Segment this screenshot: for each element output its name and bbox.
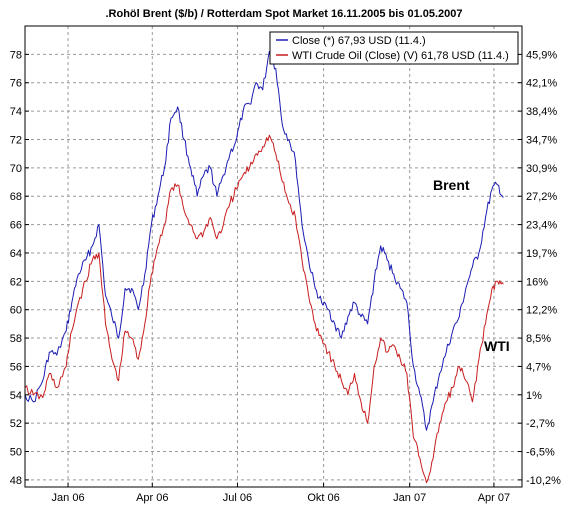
y-tick-label: 70 — [10, 163, 22, 175]
x-tick-label: Jan 06 — [52, 492, 85, 504]
y-tick-label: 60 — [10, 305, 22, 317]
y-tick-label-right: 42,1% — [526, 78, 557, 90]
x-tick-label: Apr 06 — [136, 492, 168, 504]
y-tick-label: 78 — [10, 49, 22, 61]
y-tick-label-right: -10,2% — [526, 475, 561, 487]
y-tick-label: 74 — [10, 106, 22, 118]
y-tick-label: 64 — [10, 248, 22, 260]
y-tick-label-right: 27,2% — [526, 191, 557, 203]
legend-entry-wti: WTI Crude Oil (Close) (V) 61,78 USD (11.… — [292, 50, 509, 62]
annotation-brent: Brent — [433, 177, 470, 193]
axis-ticks: 48 -10,2% 50 -6,5% 52 -2,7% 54 1% 56 4,7% 58 8,5% 60… — [10, 49, 561, 504]
y-tick-label-right: 8,5% — [526, 333, 551, 345]
x-tick-label: Apr 07 — [478, 492, 510, 504]
y-tick-label: 48 — [10, 475, 22, 487]
y-tick-label-right: -2,7% — [526, 418, 555, 430]
y-tick-label-right: -6,5% — [526, 447, 555, 459]
y-tick-label-right: 12,2% — [526, 305, 557, 317]
y-tick-label: 76 — [10, 78, 22, 90]
y-tick-label-right: 16% — [526, 276, 548, 288]
y-tick-label-right: 19,7% — [526, 248, 557, 260]
series-line-wti — [24, 134, 504, 484]
y-tick-label: 66 — [10, 220, 22, 232]
chart-title: .Rohöl Brent ($/b) / Rotterdam Spot Mark… — [105, 8, 462, 20]
y-tick-label: 62 — [10, 276, 22, 288]
plot-area-frame — [24, 25, 523, 488]
x-tick-label: Jul 06 — [223, 492, 252, 504]
x-tick-label: Okt 06 — [307, 492, 339, 504]
legend-entry-brent: Close (*) 67,93 USD (11.4.) — [292, 35, 426, 47]
y-tick-label: 58 — [10, 333, 22, 345]
y-tick-label: 52 — [10, 418, 22, 430]
y-tick-label-right: 34,7% — [526, 134, 557, 146]
y-tick-label: 68 — [10, 191, 22, 203]
y-tick-label: 56 — [10, 361, 22, 373]
y-tick-label: 54 — [10, 390, 22, 402]
y-tick-label-right: 30,9% — [526, 163, 557, 175]
y-tick-label: 50 — [10, 447, 22, 459]
y-tick-label: 72 — [10, 134, 22, 146]
y-tick-label-right: 4,7% — [526, 361, 551, 373]
legend-box — [269, 31, 519, 65]
annotation-wti: WTI — [484, 338, 510, 354]
y-tick-label-right: 45,9% — [526, 49, 557, 61]
x-tick-label: Jan 07 — [393, 492, 426, 504]
series-line-brent — [24, 51, 504, 431]
y-tick-label-right: 38,4% — [526, 106, 557, 118]
series-lines — [24, 51, 504, 484]
y-tick-label-right: 23,4% — [526, 220, 557, 232]
legend: Close (*) 67,93 USD (11.4.) WTI Crude Oi… — [269, 31, 519, 65]
y-tick-label-right: 1% — [526, 390, 542, 402]
